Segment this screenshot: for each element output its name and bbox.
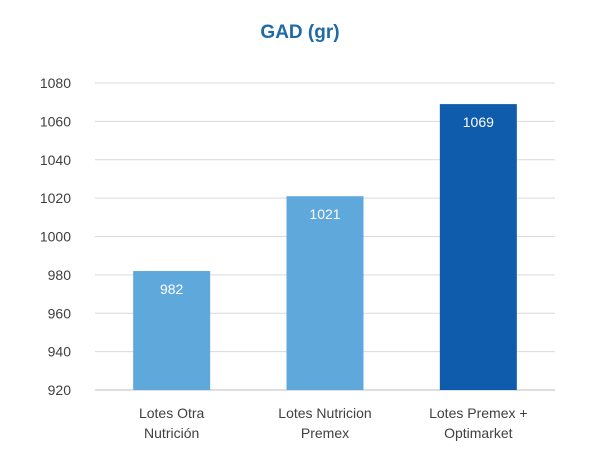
x-axis-categories: Lotes Otra Nutrición Lotes Nutricion Premex… bbox=[139, 405, 528, 441]
category-label: Lotes Otra Nutrición bbox=[139, 405, 205, 441]
y-tick-label: 1000 bbox=[40, 229, 71, 245]
category-label-line: Lotes Nutricion bbox=[278, 405, 371, 421]
chart-title: GAD (gr) bbox=[260, 22, 339, 43]
category-label-line: Optimarket bbox=[444, 425, 513, 441]
y-tick-label: 1080 bbox=[40, 75, 71, 91]
y-tick-label: 920 bbox=[48, 382, 72, 398]
bars bbox=[133, 104, 517, 390]
y-tick-label: 1040 bbox=[40, 152, 71, 168]
category-label-line: Nutrición bbox=[144, 425, 199, 441]
data-label: 1021 bbox=[309, 206, 340, 222]
data-label: 1069 bbox=[463, 114, 494, 130]
y-tick-label: 960 bbox=[48, 305, 72, 321]
y-tick-label: 1060 bbox=[40, 113, 71, 129]
category-label-line: Premex bbox=[301, 425, 349, 441]
bar bbox=[439, 104, 517, 390]
data-label: 982 bbox=[160, 281, 184, 297]
y-tick-label: 940 bbox=[48, 344, 72, 360]
bar bbox=[286, 196, 364, 390]
data-labels: 982 1021 1069 bbox=[160, 114, 494, 297]
bar bbox=[133, 271, 211, 390]
category-label-line: Lotes Premex + bbox=[429, 405, 527, 421]
y-tick-label: 980 bbox=[48, 267, 72, 283]
y-axis-ticks: 920 940 960 980 1000 1020 1040 1060 1080 bbox=[40, 75, 71, 398]
category-label: Lotes Nutricion Premex bbox=[278, 405, 371, 441]
category-label: Lotes Premex + Optimarket bbox=[429, 405, 527, 441]
category-label-line: Lotes Otra bbox=[139, 405, 205, 421]
y-tick-label: 1020 bbox=[40, 190, 71, 206]
